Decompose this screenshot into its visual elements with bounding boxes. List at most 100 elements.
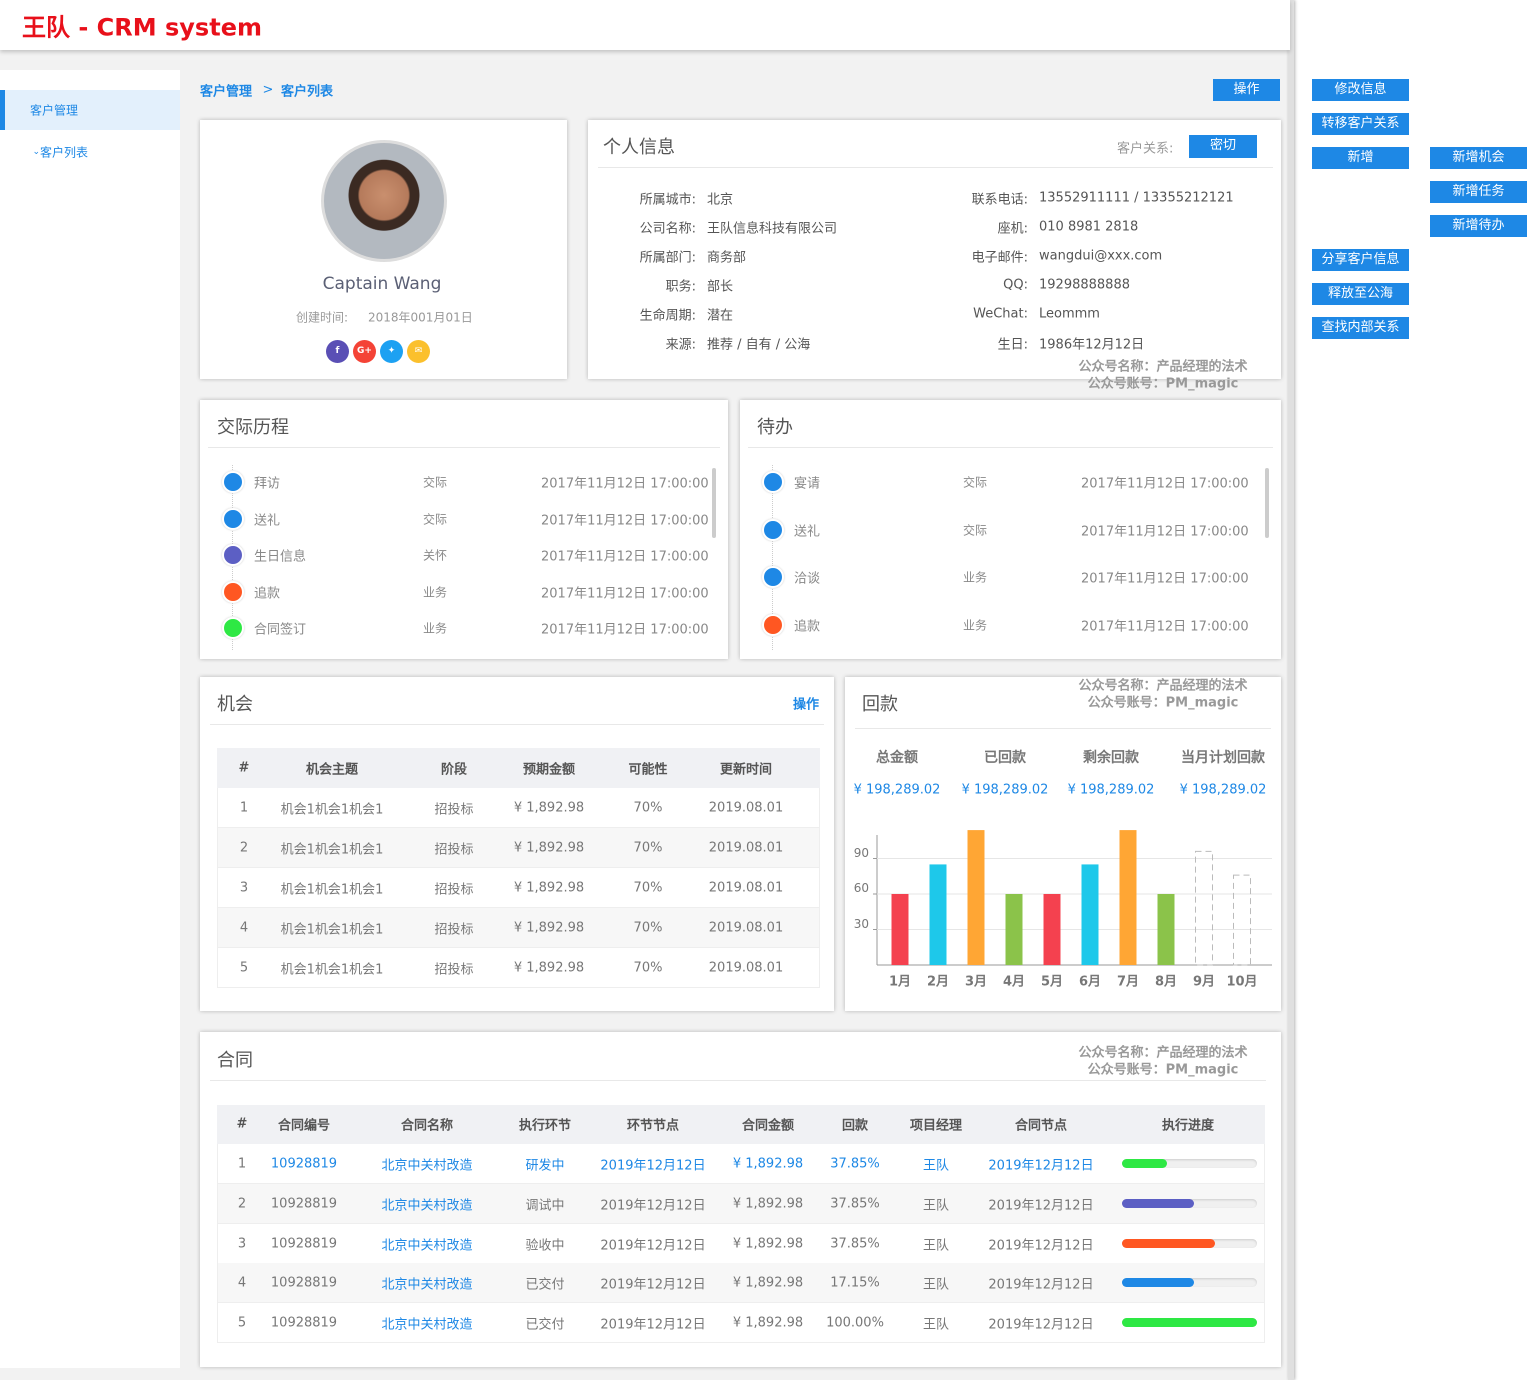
scrollbar (1265, 468, 1269, 538)
field-value: 部长 (707, 279, 734, 295)
social-icon[interactable]: f (326, 340, 349, 363)
item-time: 2017年11月12日 17:00:00 (541, 513, 709, 529)
table-row (217, 1144, 1265, 1184)
cell: ¥ 1,892.98 (513, 840, 585, 856)
cell: 2019年12月12日 (600, 1277, 706, 1293)
side-action-button[interactable]: 查找内部关系 (1312, 317, 1409, 339)
side-action-button[interactable]: 转移客户关系 (1312, 113, 1409, 135)
cell[interactable]: 北京中关村改造 (381, 1317, 473, 1333)
field-value: 王队信息科技有限公司 (707, 221, 838, 237)
cell: 5 (239, 960, 249, 976)
side-action-button[interactable]: 修改信息 (1312, 79, 1409, 101)
side-action-button[interactable]: 新增 (1312, 147, 1409, 169)
column-header: 可能性 (628, 762, 668, 778)
cell: ¥ 1,892.98 (513, 880, 585, 896)
cell[interactable]: 北京中关村改造 (381, 1198, 473, 1214)
watermark: 公众号名称：产品经理的法术 (1078, 1045, 1248, 1061)
timeline-dot (222, 508, 244, 530)
item-time: 2017年11月12日 17:00:00 (541, 476, 709, 492)
field-label: QQ: (1003, 277, 1028, 293)
cell[interactable]: 北京中关村改造 (381, 1277, 473, 1293)
sidebar-menu[interactable]: 客户管理 (30, 103, 79, 118)
table-row (217, 1184, 1265, 1224)
card-title: 机会 (217, 694, 253, 715)
sub-action-button[interactable]: 新增待办 (1430, 215, 1527, 237)
cell[interactable]: 北京中关村改造 (381, 1158, 473, 1174)
watermark: 公众号账号：PM_magic (1087, 1062, 1239, 1078)
field-label: 所属城市: (639, 192, 696, 208)
cell: 王队 (922, 1238, 950, 1254)
item-type: 业务 (423, 585, 448, 600)
breadcrumb-item[interactable]: 客户列表 (281, 84, 334, 100)
x-tick-label: 6月 (1078, 974, 1102, 990)
chevron: ⌄ (32, 147, 40, 157)
cell: 机会1机会1机会1 (280, 882, 384, 898)
x-tick-label: 5月 (1040, 974, 1064, 990)
sidebar (0, 70, 180, 1368)
table-row (217, 948, 820, 988)
cell: 招投标 (434, 962, 474, 978)
cell: 70% (633, 960, 663, 976)
cell: 2019年12月12日 (988, 1277, 1094, 1293)
cell: 验收中 (525, 1238, 565, 1254)
separator (855, 728, 1271, 729)
field-label: 座机: (997, 221, 1028, 237)
summary-value: ¥ 198,289.02 (1067, 782, 1155, 798)
cell: 70% (633, 800, 663, 816)
timeline-dot (762, 471, 784, 493)
summary-value: ¥ 198,289.02 (1179, 782, 1267, 798)
card (740, 400, 1281, 659)
cell: 70% (633, 880, 663, 896)
column-header: 阶段 (440, 762, 468, 778)
card-action[interactable]: 操作 (792, 697, 820, 713)
side-action-button[interactable]: 释放至公海 (1312, 283, 1409, 305)
timeline-dot (222, 581, 244, 603)
social-icon[interactable]: G+ (353, 340, 376, 363)
separator (210, 1080, 1266, 1081)
progress-bar (1122, 1239, 1216, 1248)
y-tick-label: 30 (853, 916, 869, 931)
item-time: 2017年11月12日 17:00:00 (541, 622, 709, 638)
sidebar-submenu[interactable]: 客户列表 (40, 145, 89, 160)
column-header: # (238, 760, 250, 776)
cell: 机会1机会1机会1 (280, 842, 384, 858)
cell: 2019年12月12日 (988, 1198, 1094, 1214)
field-label: 所属部门: (639, 250, 696, 266)
item-name: 合同签订 (254, 622, 307, 638)
cell: 2019年12月12日 (988, 1317, 1094, 1333)
cell: 2019.08.01 (708, 960, 784, 976)
social-icon[interactable]: ✦ (380, 340, 403, 363)
divider (1288, 0, 1294, 1380)
column-header: 合同节点 (1014, 1118, 1068, 1134)
table-row (217, 1303, 1265, 1343)
cell: 已交付 (525, 1317, 565, 1333)
cell: ¥ 1,892.98 (732, 1275, 804, 1291)
side-action-button[interactable]: 分享客户信息 (1312, 249, 1409, 271)
summary-label: 当月计划回款 (1181, 750, 1265, 766)
item-time: 2017年11月12日 17:00:00 (1081, 476, 1249, 492)
column-header: # (236, 1116, 248, 1132)
cell: 70% (633, 920, 663, 936)
breadcrumb-item[interactable]: 客户管理 (200, 84, 253, 100)
cell[interactable]: 北京中关村改造 (381, 1238, 473, 1254)
column-header: 执行环节 (518, 1118, 572, 1134)
cell: 已交付 (525, 1277, 565, 1293)
sub-action-button[interactable]: 新增机会 (1430, 147, 1527, 169)
column-header: 合同编号 (277, 1118, 331, 1134)
column-header: 项目经理 (909, 1118, 963, 1134)
item-type: 交际 (963, 523, 988, 538)
item-type: 业务 (963, 570, 988, 585)
item-time: 2017年11月12日 17:00:00 (1081, 619, 1249, 635)
field-value: wangdui@xxx.com (1039, 248, 1163, 264)
action-button[interactable]: 操作 (1213, 79, 1280, 101)
cell: ¥ 1,892.98 (513, 800, 585, 816)
cell: 4 (239, 920, 249, 936)
sub-action-button[interactable]: 新增任务 (1430, 181, 1527, 203)
social-icon[interactable]: ✉ (407, 340, 430, 363)
watermark: 公众号名称：产品经理的法术 (1078, 359, 1248, 375)
card-title: 待办 (757, 417, 793, 438)
item-name: 洽谈 (794, 571, 821, 587)
cell: 1 (239, 800, 249, 816)
field-value: 商务部 (707, 250, 747, 266)
